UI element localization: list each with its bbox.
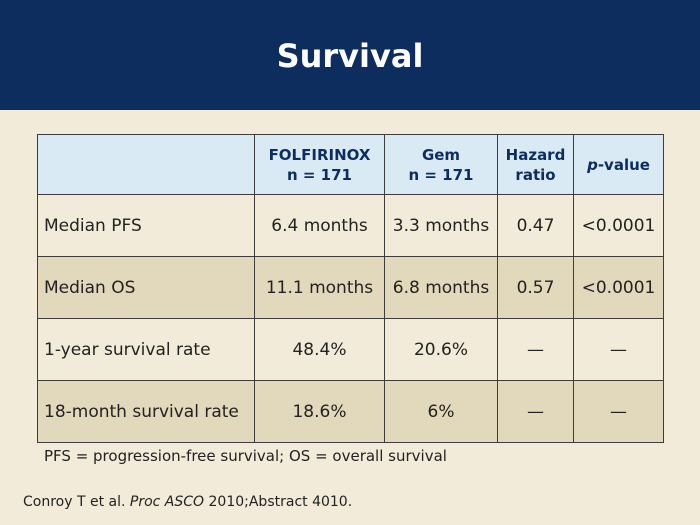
hazard-ratio-cell: — [497,380,574,443]
title-bar [0,0,700,110]
gem-cell: 3.3 months [384,194,498,257]
abbreviation-footnote: PFS = progression-free survival; OS = ov… [44,447,447,465]
p-value-cell: — [573,380,664,443]
folfirinox-cell: 6.4 months [254,194,385,257]
header-folfirinox: FOLFIRINOX n = 171 [254,134,385,195]
citation-details: 2010;Abstract 4010. [204,494,353,510]
table-row: Median PFS 6.4 months 3.3 months 0.47 <0… [37,194,664,257]
header-gem: Gem n = 171 [384,134,498,195]
table-row: 1-year survival rate 48.4% 20.6% — — [37,318,664,381]
gem-cell: 6% [384,380,498,443]
citation: Conroy T et al. Proc ASCO 2010;Abstract … [23,494,352,510]
table-row: Median OS 11.1 months 6.8 months 0.57 <0… [37,256,664,319]
hazard-ratio-cell: 0.47 [497,194,574,257]
slide-title: Survival [276,37,424,75]
header-gem-n: n = 171 [408,165,474,184]
gem-cell: 6.8 months [384,256,498,319]
row-label: 18-month survival rate [37,380,255,443]
folfirinox-cell: 11.1 months [254,256,385,319]
p-value-cell: <0.0001 [573,194,664,257]
folfirinox-cell: 18.6% [254,380,385,443]
folfirinox-cell: 48.4% [254,318,385,381]
row-label: 1-year survival rate [37,318,255,381]
header-folfirinox-n: n = 171 [286,165,352,184]
table-header-row: FOLFIRINOX n = 171 Gem n = 171 Hazard ra… [37,134,664,195]
table-row: 18-month survival rate 18.6% 6% — — [37,380,664,443]
p-value-cell: — [573,318,664,381]
p-value-cell: <0.0001 [573,256,664,319]
citation-journal: Proc ASCO [129,494,205,510]
header-p-value: p-value [573,134,664,195]
header-p-letter: p [587,155,598,174]
row-label: Median OS [37,256,255,319]
header-gem-name: Gem [421,145,461,164]
citation-authors: Conroy T et al. [23,494,130,510]
header-folfirinox-name: FOLFIRINOX [268,145,371,164]
hazard-ratio-cell: — [497,318,574,381]
header-hazard-ratio: Hazard ratio [497,134,574,195]
survival-table: FOLFIRINOX n = 171 Gem n = 171 Hazard ra… [37,134,664,443]
header-ratio-word: ratio [515,165,556,184]
header-empty-cell [37,134,255,195]
header-hazard-word: Hazard [505,145,566,164]
row-label: Median PFS [37,194,255,257]
gem-cell: 20.6% [384,318,498,381]
hazard-ratio-cell: 0.57 [497,256,574,319]
header-value-word: -value [597,155,650,174]
